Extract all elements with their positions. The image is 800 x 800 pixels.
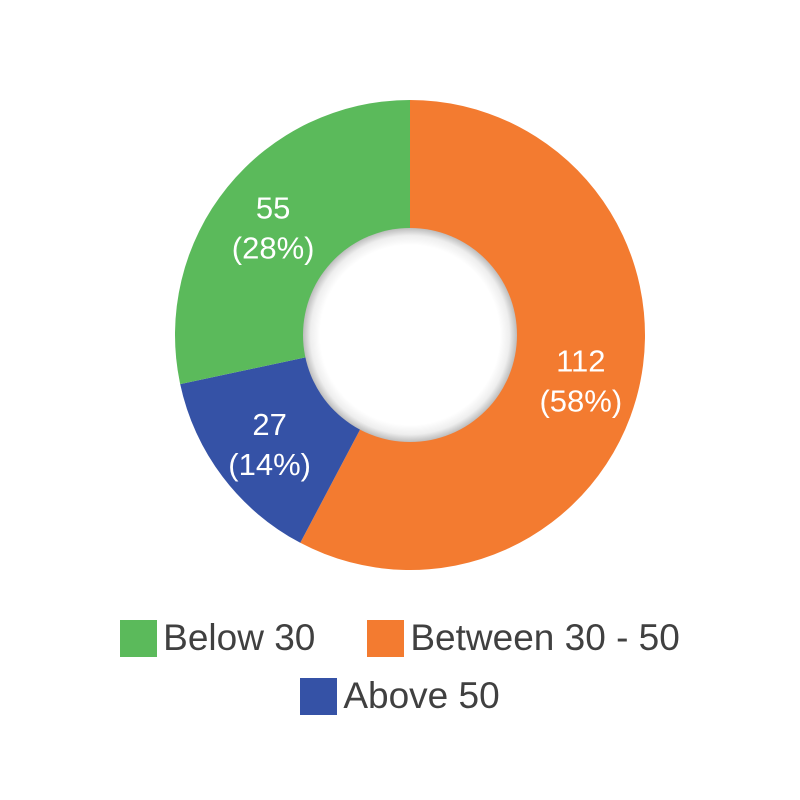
- legend-label-between-30-50: Between 30 - 50: [410, 617, 680, 658]
- legend-item-above-50: Above 50: [300, 675, 500, 717]
- legend-row-1: Below 30 Between 30 - 50: [0, 615, 800, 661]
- slice-percent-label-below-30: (28%): [232, 230, 315, 265]
- slice-percent-label-above-50: (14%): [228, 447, 311, 482]
- legend-row-2: Above 50: [0, 673, 800, 719]
- legend-swatch-below-30: [120, 619, 158, 657]
- legend-item-below-30: Below 30: [120, 617, 315, 659]
- legend-item-between-30-50: Between 30 - 50: [367, 617, 680, 659]
- legend-label-below-30: Below 30: [163, 617, 316, 658]
- slice-value-label-below-30: 55: [256, 190, 290, 225]
- legend-swatch-above-50: [300, 677, 338, 715]
- legend-swatch-between-30-50: [367, 619, 405, 657]
- legend-label-above-50: Above 50: [343, 675, 500, 716]
- slice-value-label-above-50: 27: [252, 407, 286, 442]
- slice-percent-label-between-30-50: (58%): [539, 383, 622, 418]
- slice-value-label-between-30-50: 112: [556, 343, 605, 378]
- donut-hole: [303, 228, 517, 442]
